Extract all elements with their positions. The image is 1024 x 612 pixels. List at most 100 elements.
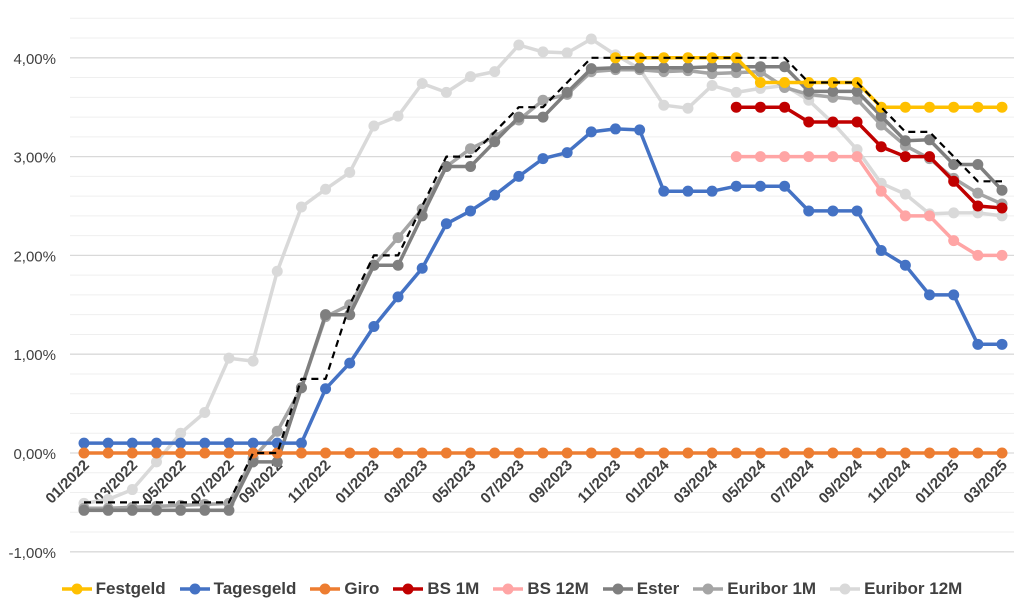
data-point-bs-12m	[948, 235, 960, 247]
legend-item-tagesgeld: Tagesgeld	[179, 578, 296, 600]
data-point-tagesgeld	[948, 289, 960, 301]
data-point-bs-12m	[924, 210, 936, 222]
data-point-festgeld	[996, 101, 1008, 113]
data-point-giro	[537, 447, 549, 459]
data-point-euribor-1m	[875, 119, 887, 131]
data-point-ester	[827, 85, 839, 97]
data-point-tagesgeld	[489, 189, 501, 201]
data-point-euribor-12m	[585, 33, 597, 45]
y-tick-label: 0,00%	[13, 446, 56, 463]
data-point-giro	[948, 447, 960, 459]
legend: Festgeld Tagesgeld Giro BS 1M BS 12M Ester Eur…	[0, 578, 1024, 600]
data-point-giro	[585, 447, 597, 459]
data-point-giro	[827, 447, 839, 459]
data-point-giro	[465, 447, 477, 459]
data-point-tagesgeld	[706, 185, 718, 197]
data-point-giro	[609, 447, 621, 459]
series-lines	[78, 33, 1008, 516]
data-point-ester	[803, 85, 815, 97]
legend-swatch	[493, 583, 524, 595]
data-point-bs-1m	[754, 101, 766, 113]
data-point-euribor-12m	[392, 110, 404, 122]
data-point-tagesgeld	[658, 185, 670, 197]
legend-label: Ester	[636, 579, 680, 598]
data-point-euribor-12m	[948, 207, 960, 219]
data-point-ester	[102, 504, 114, 516]
data-point-ester	[489, 136, 501, 148]
data-point-giro	[754, 447, 766, 459]
data-point-ester	[851, 85, 863, 97]
y-tick-label: 2,00%	[13, 248, 56, 265]
data-point-euribor-12m	[465, 71, 477, 83]
legend-swatch	[61, 583, 92, 595]
data-point-ester	[754, 61, 766, 73]
data-point-bs-1m	[948, 175, 960, 187]
data-point-giro	[779, 447, 791, 459]
data-point-giro	[634, 447, 646, 459]
data-point-bs-12m	[875, 185, 887, 197]
legend-swatch	[179, 583, 210, 595]
data-point-tagesgeld	[416, 262, 428, 274]
data-point-euribor-12m	[899, 188, 911, 200]
data-point-ester	[271, 456, 283, 468]
data-point-euribor-12m	[271, 265, 283, 277]
data-point-giro	[924, 447, 936, 459]
data-point-ester	[972, 159, 984, 171]
data-point-festgeld	[779, 77, 791, 88]
data-point-tagesgeld	[634, 124, 646, 136]
legend-item-festgeld: Festgeld	[61, 578, 166, 600]
data-point-ester	[392, 259, 404, 271]
data-point-euribor-12m	[223, 352, 235, 364]
data-point-tagesgeld	[392, 291, 404, 303]
data-point-bs-12m	[851, 151, 863, 163]
data-point-giro	[489, 447, 501, 459]
data-point-ester	[440, 160, 452, 172]
data-point-ester	[150, 504, 162, 516]
data-point-tagesgeld	[561, 147, 573, 159]
data-point-giro	[899, 447, 911, 459]
data-point-giro	[150, 447, 162, 459]
data-point-tagesgeld	[682, 185, 694, 197]
legend-label: BS 12M	[527, 579, 589, 598]
data-point-giro	[344, 447, 356, 459]
x-tick-label: 03/2025	[960, 457, 1010, 507]
data-point-giro	[223, 447, 235, 459]
y-tick-label: 1,00%	[13, 347, 56, 364]
data-point-bs-1m	[730, 101, 742, 113]
data-point-bs-12m	[827, 151, 839, 163]
data-point-giro	[730, 447, 742, 459]
data-point-tagesgeld	[754, 180, 766, 192]
x-tick-label: 05/2022	[139, 457, 189, 507]
data-point-euribor-12m	[682, 102, 694, 114]
data-point-festgeld	[924, 101, 936, 113]
x-axis-labels: 01/202203/202205/202207/202209/202211/20…	[42, 456, 1010, 507]
data-point-tagesgeld	[465, 205, 477, 217]
data-point-euribor-12m	[320, 183, 332, 195]
legend-swatch	[693, 583, 724, 595]
data-point-ester	[924, 134, 936, 146]
legend-item-euribor-12m: Euribor 12M	[830, 578, 962, 600]
data-point-ester	[634, 62, 646, 74]
data-point-bs-1m	[899, 151, 911, 163]
data-point-giro	[199, 447, 211, 459]
x-tick-label: 11/2022	[285, 457, 335, 507]
legend-item-bs-1m: BS 1M	[393, 578, 479, 600]
line-chart: -1,00% 0,00% 1,00% 2,00% 3,00% 4,00% 01/20220…	[8, 17, 1014, 562]
data-point-giro	[803, 447, 815, 459]
data-point-tagesgeld	[78, 437, 90, 449]
data-point-ester	[585, 63, 597, 75]
x-tick-label: 07/2024	[767, 456, 818, 507]
data-point-ester	[368, 259, 380, 271]
series-giro	[78, 447, 1008, 459]
legend-swatch	[602, 583, 633, 595]
data-point-ester	[561, 86, 573, 98]
data-point-giro	[851, 447, 863, 459]
legend-label: Giro	[344, 579, 380, 598]
data-point-festgeld	[899, 101, 911, 113]
x-tick-label: 09/2023	[526, 457, 576, 507]
data-point-tagesgeld	[175, 437, 187, 449]
data-point-euribor-1m	[465, 143, 477, 155]
data-point-bs-12m	[899, 210, 911, 222]
data-point-euribor-12m	[706, 79, 718, 91]
data-point-ester	[320, 309, 332, 321]
